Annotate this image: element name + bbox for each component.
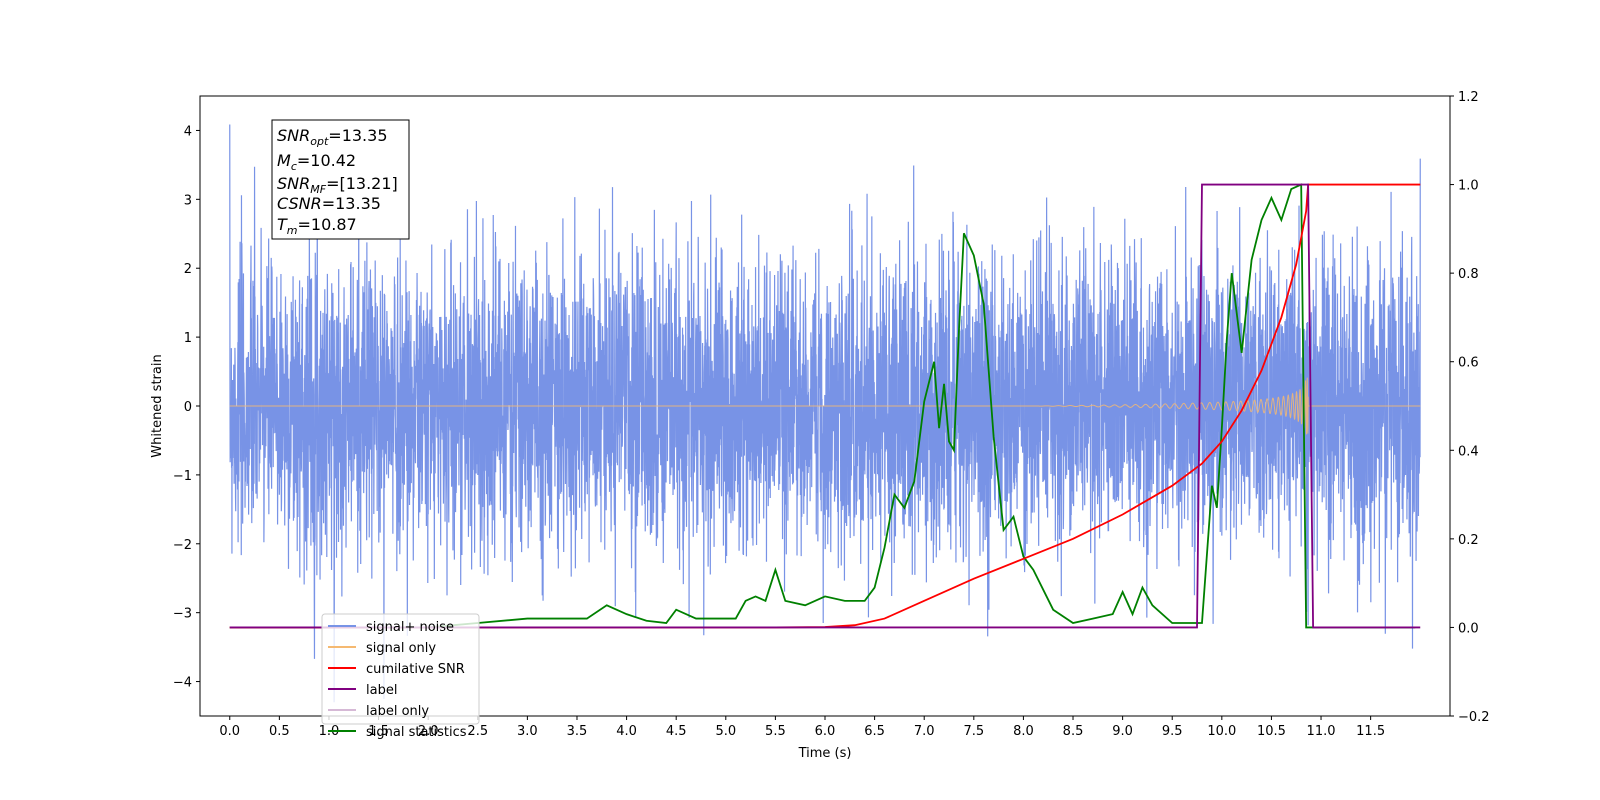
annotation-line: Mc=10.42 — [277, 151, 356, 173]
series-label — [229, 183, 1421, 629]
legend-label-label: label — [366, 683, 397, 698]
x-axis: 0.0 0.5 1.0 1.5 2.0 2.5 3.0 3.5 4.0 4.5 5.0 5.5 6.0 6… — [219, 716, 1385, 739]
y-left-tick-label: −2 — [173, 538, 192, 553]
x-tick-label: 3.0 — [517, 724, 538, 739]
annotation-line: CSNR=13.35 — [277, 194, 381, 213]
y-right-tick-label: 0.8 — [1458, 267, 1479, 282]
x-tick-label: 1.5 — [368, 724, 389, 739]
legend-signal-noise-label: signal+ noise — [366, 620, 454, 635]
x-tick-label: 5.0 — [715, 724, 736, 739]
annotation-line: SNRopt=13.35 — [277, 126, 388, 148]
x-tick-label: 2.0 — [418, 724, 439, 739]
signal-noise-layer — [229, 124, 1421, 703]
annotation-box: SNRopt=13.35 Mc=10.42SNRMF=[13.21]CSNR=13… — [271, 119, 410, 240]
x-tick-label: 9.5 — [1162, 724, 1183, 739]
legend-signal-statistics-label: signal statistics — [366, 725, 467, 740]
x-tick-label: 4.0 — [616, 724, 637, 739]
y-right-tick-label: −0.2 — [1458, 710, 1490, 725]
y-left-tick-label: 2 — [184, 262, 192, 277]
legend-frame — [321, 613, 480, 725]
y-left-tick-label: 4 — [184, 124, 192, 139]
series-lines-layer — [229, 183, 1421, 629]
annotation-frame — [271, 119, 410, 240]
legend-label-only-label: label only — [366, 704, 429, 719]
y-axis-left: −4 −3 −2 −1 0 1 2 3 4 — [173, 124, 200, 691]
legend: signal+ noise signal only cumilative SNR la… — [321, 613, 480, 740]
x-tick-label: 10.0 — [1207, 724, 1236, 739]
series-cumilative-snr — [229, 183, 1421, 629]
legend-cumilative-snr-label: cumilative SNR — [366, 662, 465, 677]
series-signal-only — [229, 377, 1421, 435]
x-tick-label: 2.5 — [467, 724, 488, 739]
y-right-tick-label: 0.6 — [1458, 356, 1479, 371]
y-left-tick-label: 0 — [184, 400, 192, 415]
x-tick-label: 7.0 — [914, 724, 935, 739]
x-tick-label: 4.5 — [666, 724, 687, 739]
y-right-tick-label: 1.0 — [1458, 179, 1479, 194]
x-tick-label: 6.5 — [864, 724, 885, 739]
x-tick-label: 5.5 — [765, 724, 786, 739]
x-tick-label: 0.5 — [269, 724, 290, 739]
y-axis-right: −0.2 0.0 0.2 0.4 0.6 0.8 1.0 1.2 — [1450, 90, 1490, 725]
y-left-tick-label: −1 — [173, 469, 192, 484]
x-tick-label: 10.5 — [1257, 724, 1286, 739]
x-tick-label: 7.5 — [963, 724, 984, 739]
x-tick-label: 6.0 — [815, 724, 836, 739]
series-signal-noise — [229, 124, 1421, 703]
x-tick-label: 8.0 — [1013, 724, 1034, 739]
x-axis-label: Time (s) — [798, 746, 852, 761]
x-tick-label: 3.5 — [567, 724, 588, 739]
annotation-line: SNRMF=[13.21] — [277, 174, 398, 196]
series-signal-statistics — [229, 183, 1416, 629]
x-tick-label: 11.5 — [1356, 724, 1385, 739]
y-right-tick-label: 0.4 — [1458, 444, 1479, 459]
x-tick-label: 9.0 — [1112, 724, 1133, 739]
x-tick-label: 11.0 — [1307, 724, 1336, 739]
y-right-tick-label: 0.2 — [1458, 533, 1479, 548]
x-tick-label: 0.0 — [219, 724, 240, 739]
x-tick-label: 8.5 — [1063, 724, 1084, 739]
y-left-tick-label: 1 — [184, 331, 192, 346]
annotation-line: Tm=10.87 — [277, 215, 357, 237]
y-left-tick-label: −4 — [173, 676, 192, 691]
signal-only-layer — [229, 377, 1421, 435]
y-axis-label: Whitened strain — [150, 354, 165, 457]
y-right-tick-label: 0.0 — [1458, 621, 1479, 636]
y-left-tick-label: −3 — [173, 607, 192, 622]
legend-signal-only-label: signal only — [366, 641, 436, 656]
y-right-tick-label: 1.2 — [1458, 90, 1479, 105]
y-left-tick-label: 3 — [184, 193, 192, 208]
